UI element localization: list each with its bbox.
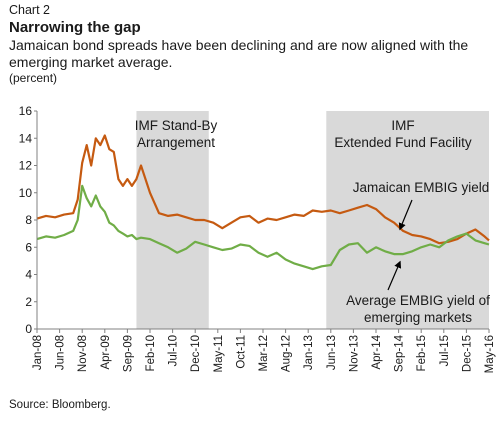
y-tick-label: 2: [25, 295, 32, 309]
x-tick-label: Jun-13: [326, 335, 338, 370]
chart-subtitle: Jamaican bond spreads have been declinin…: [9, 37, 469, 70]
y-tick-label: 16: [19, 104, 33, 118]
annotation-em-average: Average EMBIG yield of emerging markets: [346, 293, 490, 325]
x-tick-label: Feb-10: [145, 335, 157, 371]
y-tick-label: 10: [19, 186, 33, 200]
x-tick-label: Jul-15: [439, 335, 451, 366]
x-tick-label: Dec-10: [190, 335, 202, 372]
x-tick-label: Apr-14: [371, 334, 383, 369]
x-tick-label: Aug-12: [281, 335, 293, 372]
chart-title: Narrowing the gap: [9, 19, 141, 36]
x-tick-label: Sep-09: [122, 335, 134, 372]
x-tick-label: Jul-10: [168, 335, 180, 366]
x-tick-label: Apr-09: [100, 335, 112, 370]
annotation-stand-by: IMF Stand-By Arrangement: [135, 118, 218, 150]
x-tick-label: Nov-08: [77, 335, 89, 372]
x-tick-label: Nov-13: [348, 335, 360, 372]
y-tick-label: 4: [25, 268, 32, 282]
x-tick-label: Jun-08: [55, 335, 67, 370]
x-tick-label: Jan-08: [32, 335, 44, 370]
x-tick-label: Oct-11: [235, 335, 247, 369]
em-average-embig-line: [36, 184, 490, 271]
x-tick-label: Jan-13: [303, 335, 315, 370]
x-tick-label: Mar-12: [258, 335, 270, 371]
source-note: Source: Bloomberg.: [9, 399, 111, 411]
x-tick-label: May-16: [484, 335, 496, 373]
y-tick-label: 8: [25, 213, 32, 227]
x-tick-label: Dec-15: [461, 335, 473, 372]
y-tick-label: 6: [25, 240, 32, 254]
chart-header: Chart 2 Narrowing the gap Jamaican bond …: [9, 2, 494, 86]
x-tick-label: Feb-15: [416, 335, 428, 371]
annotation-eff: IMF Extended Fund Facility: [334, 118, 472, 150]
arrow-em-average: [387, 260, 402, 291]
arrow-jamaica: [398, 199, 413, 231]
jamaica-embig-line: [36, 134, 490, 245]
y-unit-label: (percent): [9, 71, 58, 85]
x-tick-label: Sep-14: [394, 334, 406, 372]
shaded-period-2: [326, 111, 489, 329]
y-tick-label: 14: [19, 131, 33, 145]
y-tick-label: 0: [25, 322, 32, 336]
annotation-jamaica: Jamaican EMBIG yield: [353, 180, 490, 195]
y-tick-label: 12: [19, 159, 33, 173]
chart-number: Chart 2: [9, 3, 50, 17]
x-tick-label: May-11: [213, 335, 225, 373]
